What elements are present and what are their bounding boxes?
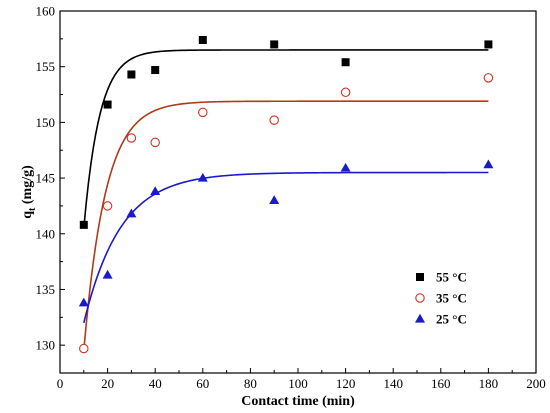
data-point xyxy=(126,208,137,218)
data-point xyxy=(341,58,350,67)
x-tick-label: 40 xyxy=(149,376,162,391)
data-point xyxy=(198,35,207,44)
x-tick-label: 140 xyxy=(383,376,403,391)
data-point xyxy=(270,40,279,49)
y-axis-title-main: q xyxy=(20,211,35,219)
data-point xyxy=(340,162,351,172)
data-point xyxy=(102,201,113,211)
y-tick-label: 140 xyxy=(36,226,56,241)
data-points xyxy=(78,35,494,354)
legend-marker xyxy=(415,313,425,323)
x-tick-label: 80 xyxy=(244,376,257,391)
data-point xyxy=(79,343,89,354)
data-point xyxy=(103,100,112,109)
data-point xyxy=(78,297,89,307)
x-tick-label: 20 xyxy=(101,376,114,391)
x-tick-label: 100 xyxy=(288,376,308,391)
y-tick-label: 135 xyxy=(36,282,56,297)
fit-curves xyxy=(83,49,489,351)
legend-label: 35 °C xyxy=(436,291,467,306)
y-tick-label: 130 xyxy=(36,338,56,353)
data-point xyxy=(484,40,493,49)
data-point xyxy=(198,107,208,118)
data-point xyxy=(150,186,161,196)
data-point xyxy=(79,220,88,229)
legend-label: 55 °C xyxy=(436,270,467,285)
y-tick-label: 155 xyxy=(36,59,56,74)
y-tick-label: 145 xyxy=(36,171,56,186)
data-point xyxy=(126,133,137,143)
x-tick-label: 160 xyxy=(431,376,451,391)
legend-marker xyxy=(416,273,424,281)
data-point xyxy=(197,172,208,182)
data-point xyxy=(483,159,494,169)
y-axis-title-subscript: t xyxy=(27,207,38,211)
data-point xyxy=(269,195,280,204)
x-tick-label: 180 xyxy=(479,376,499,391)
legend-marker xyxy=(415,293,425,303)
data-point xyxy=(483,73,494,83)
data-point xyxy=(127,70,136,79)
y-axis-ticks: 130 135 140 145 150 155 160 xyxy=(36,4,65,353)
x-axis-ticks: 0 20 40 60 80 100 120 140 160 180 200 xyxy=(57,368,546,391)
x-tick-label: 120 xyxy=(336,376,356,391)
data-point xyxy=(340,87,351,98)
fit-curve xyxy=(83,49,489,229)
data-point xyxy=(150,137,160,148)
fit-curve xyxy=(83,171,489,324)
legend-label: 25 °C xyxy=(436,312,467,327)
data-point xyxy=(269,115,279,125)
data-point xyxy=(102,269,113,279)
data-point xyxy=(151,66,160,75)
y-axis-title-unit: (mg/g) xyxy=(20,165,35,208)
x-tick-label: 0 xyxy=(57,376,64,391)
fit-curve xyxy=(83,100,489,351)
x-axis-title: Contact time (min) xyxy=(241,394,355,409)
x-tick-label: 200 xyxy=(526,376,546,391)
y-tick-label: 150 xyxy=(36,115,56,130)
x-tick-label: 60 xyxy=(196,376,209,391)
y-tick-label: 160 xyxy=(36,4,56,19)
y-axis-title: qt (mg/g) xyxy=(20,165,38,219)
legend: 55 °C 35 °C 25 °C xyxy=(415,270,467,327)
